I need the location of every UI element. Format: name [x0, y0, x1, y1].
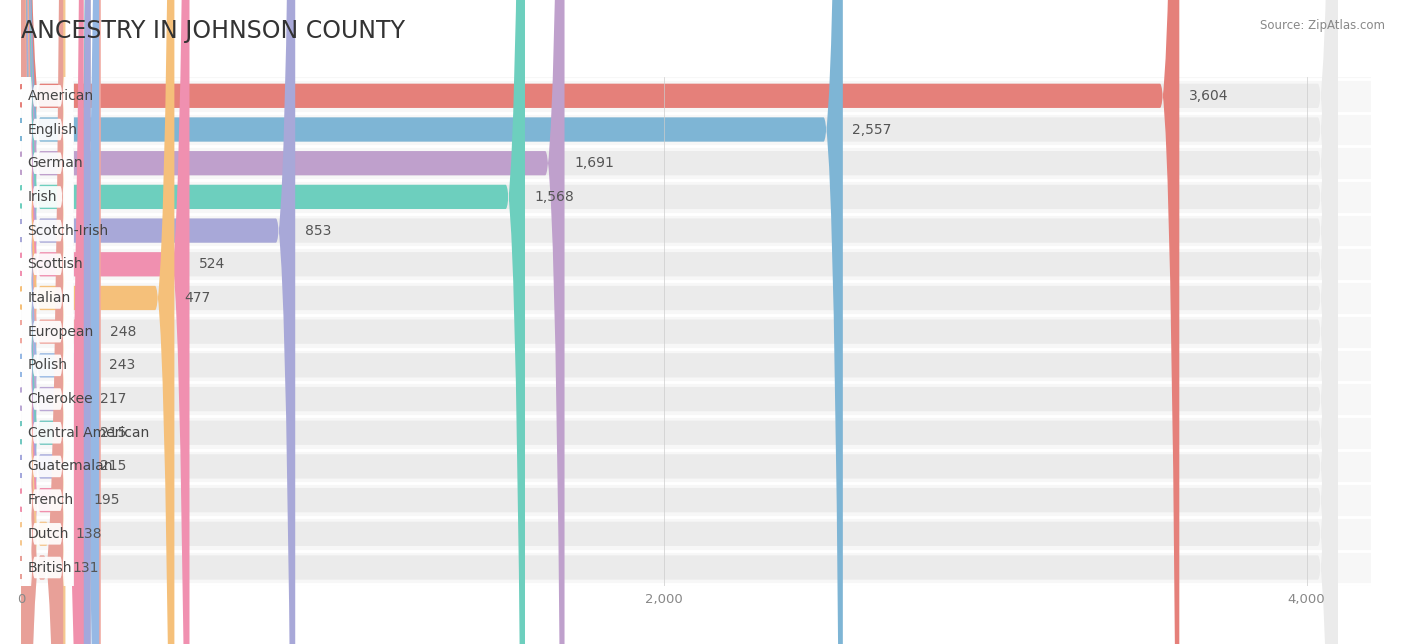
Text: Polish: Polish: [28, 358, 67, 372]
FancyBboxPatch shape: [21, 0, 101, 644]
FancyBboxPatch shape: [21, 0, 66, 644]
FancyBboxPatch shape: [21, 0, 1337, 644]
FancyBboxPatch shape: [21, 0, 190, 644]
FancyBboxPatch shape: [21, 0, 73, 644]
FancyBboxPatch shape: [21, 0, 84, 644]
FancyBboxPatch shape: [21, 0, 63, 644]
Text: 215: 215: [100, 459, 127, 473]
FancyBboxPatch shape: [21, 0, 1337, 644]
Text: German: German: [28, 156, 83, 170]
FancyBboxPatch shape: [21, 0, 1337, 644]
FancyBboxPatch shape: [21, 0, 1337, 644]
Text: Irish: Irish: [28, 190, 58, 204]
FancyBboxPatch shape: [21, 0, 842, 644]
Text: 195: 195: [93, 493, 120, 507]
Text: 2,557: 2,557: [852, 122, 891, 137]
FancyBboxPatch shape: [21, 0, 73, 644]
FancyBboxPatch shape: [21, 0, 1337, 644]
FancyBboxPatch shape: [21, 0, 1180, 644]
Text: 138: 138: [75, 527, 101, 541]
Text: Central American: Central American: [28, 426, 149, 440]
Text: 215: 215: [100, 426, 127, 440]
Text: 1,568: 1,568: [534, 190, 575, 204]
FancyBboxPatch shape: [21, 0, 90, 644]
FancyBboxPatch shape: [21, 0, 73, 644]
Text: French: French: [28, 493, 73, 507]
Text: 477: 477: [184, 291, 211, 305]
Text: English: English: [28, 122, 77, 137]
Text: 853: 853: [305, 223, 332, 238]
FancyBboxPatch shape: [21, 0, 73, 644]
FancyBboxPatch shape: [21, 0, 73, 644]
FancyBboxPatch shape: [21, 0, 1337, 644]
FancyBboxPatch shape: [21, 0, 91, 644]
FancyBboxPatch shape: [21, 0, 73, 644]
FancyBboxPatch shape: [21, 0, 73, 644]
FancyBboxPatch shape: [21, 0, 174, 644]
Text: 524: 524: [200, 257, 225, 271]
FancyBboxPatch shape: [21, 0, 1337, 644]
FancyBboxPatch shape: [21, 0, 1337, 644]
Text: Source: ZipAtlas.com: Source: ZipAtlas.com: [1260, 19, 1385, 32]
Text: ANCESTRY IN JOHNSON COUNTY: ANCESTRY IN JOHNSON COUNTY: [21, 19, 405, 43]
Text: 217: 217: [100, 392, 127, 406]
FancyBboxPatch shape: [21, 0, 73, 644]
FancyBboxPatch shape: [21, 0, 73, 644]
FancyBboxPatch shape: [21, 0, 73, 644]
FancyBboxPatch shape: [21, 0, 295, 644]
FancyBboxPatch shape: [21, 0, 73, 644]
FancyBboxPatch shape: [21, 0, 100, 644]
Text: Cherokee: Cherokee: [28, 392, 93, 406]
Text: 243: 243: [108, 358, 135, 372]
Text: Guatemalan: Guatemalan: [28, 459, 112, 473]
Text: 3,604: 3,604: [1189, 89, 1229, 103]
FancyBboxPatch shape: [21, 0, 524, 644]
FancyBboxPatch shape: [21, 0, 1337, 644]
Text: Italian: Italian: [28, 291, 70, 305]
Text: Scotch-Irish: Scotch-Irish: [28, 223, 108, 238]
FancyBboxPatch shape: [21, 0, 1337, 644]
FancyBboxPatch shape: [21, 0, 73, 644]
FancyBboxPatch shape: [21, 0, 1337, 644]
FancyBboxPatch shape: [21, 0, 1337, 644]
FancyBboxPatch shape: [21, 0, 1337, 644]
FancyBboxPatch shape: [21, 0, 73, 644]
FancyBboxPatch shape: [21, 0, 73, 644]
FancyBboxPatch shape: [21, 0, 565, 644]
Text: Scottish: Scottish: [28, 257, 83, 271]
Text: American: American: [28, 89, 94, 103]
Text: 1,691: 1,691: [574, 156, 614, 170]
FancyBboxPatch shape: [21, 0, 1337, 644]
FancyBboxPatch shape: [21, 0, 73, 644]
Text: Dutch: Dutch: [28, 527, 69, 541]
FancyBboxPatch shape: [21, 0, 1337, 644]
Text: European: European: [28, 325, 94, 339]
Text: 248: 248: [111, 325, 136, 339]
FancyBboxPatch shape: [21, 0, 90, 644]
Text: British: British: [28, 560, 72, 574]
Text: 131: 131: [73, 560, 100, 574]
